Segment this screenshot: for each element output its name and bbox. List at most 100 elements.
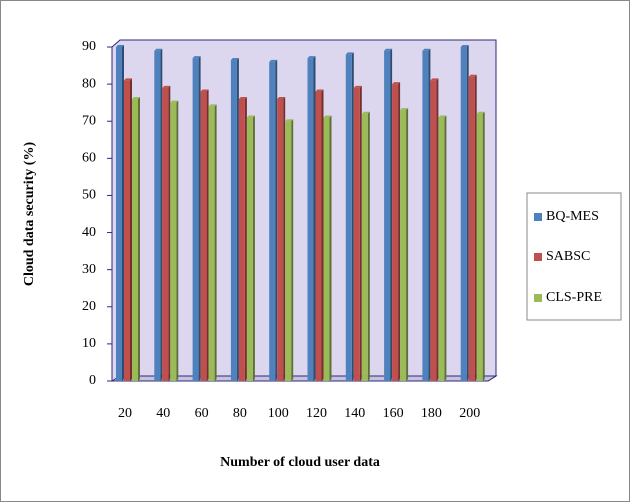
bar-face <box>428 48 431 381</box>
bar-face <box>285 121 292 381</box>
bar-face <box>323 117 330 381</box>
bar-face <box>200 89 209 92</box>
bar-face <box>277 98 284 381</box>
legend-label: SABSC <box>546 249 590 264</box>
bar-face <box>384 50 391 381</box>
bar-face <box>130 78 132 382</box>
bar-face <box>208 106 215 381</box>
bar-face <box>353 87 360 382</box>
bar <box>200 89 209 382</box>
bar <box>400 108 409 381</box>
bar-face <box>230 57 239 60</box>
bar-face <box>345 54 352 382</box>
bar-face <box>406 108 409 381</box>
bar-face <box>313 56 316 382</box>
bar-face <box>168 85 171 382</box>
bar-face <box>122 45 124 381</box>
x-tick-label: 140 <box>344 406 365 421</box>
bar <box>285 119 294 381</box>
bar-face <box>359 85 362 382</box>
bar-face <box>482 111 485 382</box>
bar-face <box>275 59 278 381</box>
legend-label: BQ-MES <box>546 209 599 224</box>
x-tick-label: 180 <box>421 406 442 421</box>
x-tick-label: 40 <box>156 406 170 421</box>
legend-swatch <box>534 213 542 221</box>
bar-face <box>351 52 354 382</box>
bar-face <box>162 87 169 382</box>
bar-face <box>124 78 132 81</box>
bar-face <box>438 117 445 381</box>
bar-face <box>323 115 332 118</box>
bar-face <box>236 57 239 381</box>
bar-face <box>277 96 286 99</box>
bar-face <box>116 47 122 381</box>
bar-face <box>252 115 255 381</box>
bar <box>307 56 316 382</box>
bar <box>277 96 286 381</box>
bar-face <box>476 113 483 382</box>
bar-face <box>269 59 278 62</box>
bar-face <box>460 47 467 381</box>
y-tick-label: 60 <box>82 151 96 166</box>
y-tick-label: 10 <box>82 336 96 351</box>
bar-face <box>285 119 294 122</box>
bar <box>323 115 332 381</box>
bar-face <box>154 48 163 51</box>
bar-face <box>238 96 247 99</box>
bar-face <box>422 50 429 381</box>
bar <box>384 48 393 381</box>
bar-face <box>214 104 217 381</box>
bar-face <box>170 102 177 382</box>
bar-face <box>321 89 324 382</box>
bar-face <box>474 74 477 381</box>
y-tick-label: 70 <box>82 113 96 128</box>
bar-face <box>315 91 322 382</box>
legend-swatch <box>534 294 542 302</box>
bar <box>132 96 140 381</box>
bar <box>361 111 370 382</box>
bar <box>468 74 477 381</box>
bar-face <box>132 98 138 381</box>
bar <box>230 57 239 381</box>
bar-face <box>436 78 439 382</box>
bar-face <box>345 52 354 55</box>
bar-face <box>230 59 237 381</box>
bar-face <box>192 56 201 59</box>
y-tick-label: 0 <box>89 373 96 388</box>
bar-face <box>246 117 253 381</box>
bar-face <box>208 104 217 107</box>
x-tick-label: 200 <box>459 406 480 421</box>
bar <box>438 115 447 381</box>
bar-face <box>198 56 201 382</box>
bar-face <box>192 58 199 382</box>
bar <box>460 45 469 381</box>
bar-face <box>124 80 130 382</box>
bar-face <box>244 96 247 381</box>
bar-face <box>390 48 393 381</box>
y-tick-label: 30 <box>82 262 96 277</box>
bar-face <box>200 91 207 382</box>
bar-face <box>116 45 124 47</box>
bar-face <box>392 82 401 85</box>
bar <box>192 56 201 382</box>
bar-face <box>400 110 407 381</box>
bar-face <box>246 115 255 118</box>
y-tick-label: 80 <box>82 76 96 91</box>
bar-face <box>400 108 409 111</box>
bar <box>238 96 247 381</box>
bar-face <box>238 98 245 381</box>
bar-face <box>162 85 171 88</box>
bar <box>476 111 485 382</box>
bar-face <box>444 115 447 381</box>
bar-face <box>468 74 477 77</box>
y-tick-label: 40 <box>82 225 96 240</box>
y-axis-label: Cloud data security (%) <box>22 142 37 287</box>
bar-face <box>291 119 294 381</box>
x-tick-label: 100 <box>268 406 289 421</box>
x-tick-label: 60 <box>195 406 209 421</box>
bar <box>116 45 124 381</box>
bar <box>422 48 431 381</box>
bar-face <box>170 100 179 103</box>
